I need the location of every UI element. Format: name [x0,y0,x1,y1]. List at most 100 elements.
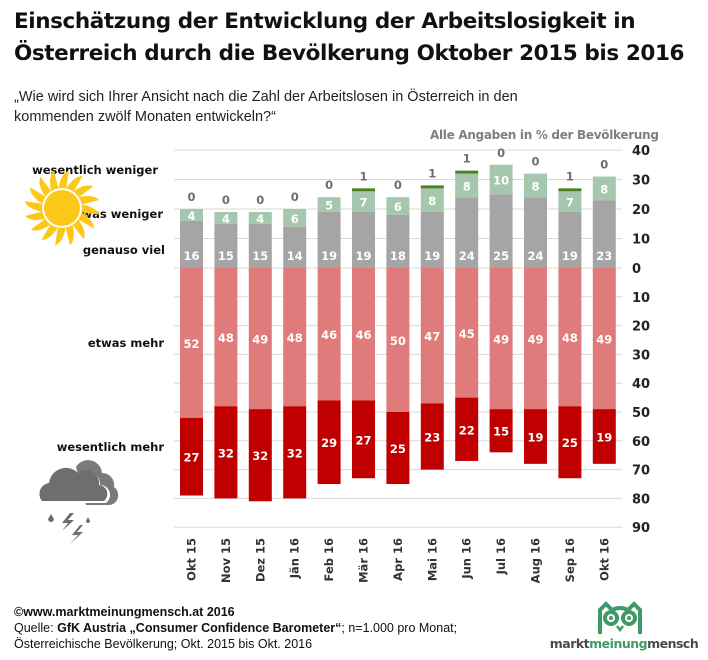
data-label: 6 [291,212,299,226]
bar-wesentlich-mehr [592,409,616,464]
data-label: 48 [562,331,578,345]
sun-ray [58,170,69,191]
sun-ray [76,195,100,205]
y-tick-label: 50 [632,406,650,421]
sun-ray [76,211,94,229]
y-tick-label: 70 [632,464,650,479]
data-label: 14 [287,249,303,263]
bar-genauso-viel [592,200,616,268]
data-label: 22 [459,423,475,437]
x-tick-label: Feb 16 [322,538,336,581]
sun-icon [24,170,100,246]
y-tick-label: 30 [632,174,650,189]
data-label: 10 [493,174,509,188]
bar-etwas-weniger [592,176,616,201]
y-tick-label: 20 [632,320,650,335]
data-label: 1 [566,169,574,183]
bar-genauso-viel [248,223,272,268]
data-label: 19 [321,249,337,263]
data-label: 24 [527,249,543,263]
bar-wesentlich-mehr [420,403,444,470]
data-label: 48 [287,331,303,345]
source-name: GfK Austria „Consumer Confidence Baromet… [57,621,342,635]
data-label: 25 [493,249,509,263]
chart-title: Einschätzung der Entwicklung der Arbeits… [14,6,704,70]
bar-genauso-viel [214,223,238,268]
data-label: 8 [600,182,608,196]
bar-genauso-viel [283,226,307,268]
data-label: 8 [463,179,471,193]
bar-genauso-viel [524,197,547,268]
sun-ray [65,222,75,246]
y-tick-label: 0 [632,262,641,277]
x-tick-label: Dez 15 [253,538,267,582]
data-label: 32 [287,446,303,460]
population-line: Österreichische Bevölkerung; Okt. 2015 b… [14,637,313,651]
survey-question-line-2: kommenden zwölf Monaten entwickeln?“ [14,109,276,125]
data-label: 15 [493,425,509,439]
y-tick-label: 60 [632,435,650,450]
bar-genauso-viel [180,220,203,268]
brand-name: marktmeinungmensch [540,636,708,651]
data-label: 0 [291,190,299,204]
data-label: 0 [394,178,402,192]
bar-genauso-viel [352,211,375,268]
data-label: 25 [562,436,578,450]
source-prefix: Quelle: [14,621,58,635]
data-label: 48 [218,331,234,345]
footer: ©www.marktmeinungmensch.at 2016 Quelle: … [14,604,457,652]
data-label: 47 [424,330,440,344]
x-axis: Okt 15 Nov 15 Dez 15 Jän 16 Feb 16 Mär 16 Apr … [185,538,612,583]
data-label: 5 [325,199,333,213]
bar-etwas-weniger [420,188,444,212]
legend-wesentlich-mehr: wesentlich mehr [57,440,165,454]
data-label: 8 [531,179,539,193]
bar-etwas-weniger [489,164,513,195]
data-labels: 1640522715404832154049321460483219504629… [183,146,612,465]
sun-ray [79,204,100,215]
data-label: 49 [493,333,509,347]
bar-wesentlich-mehr [180,417,203,496]
brand-part-3: mensch [647,636,699,651]
chart-title-line-1: Einschätzung der Entwicklung der Arbeits… [14,9,636,34]
bar-wesentlich-mehr [558,406,582,479]
data-label: 32 [252,449,268,463]
bar-genauso-viel [420,211,444,268]
bar-etwas-mehr [180,268,203,418]
bar-wesentlich-mehr [283,406,307,499]
source-line: Quelle: GfK Austria „Consumer Confidence… [14,620,457,636]
bar-wesentlich-mehr [489,409,513,453]
sun-ray [30,187,48,205]
bar-etwas-mehr [455,268,479,398]
data-label: 1 [428,166,436,180]
bar-genauso-viel [489,194,513,268]
bar-wesentlich-weniger [455,170,479,174]
bar-genauso-viel [317,211,341,268]
bar-wesentlich-mehr [352,400,375,479]
data-label: 1 [463,152,471,166]
legend-etwas-mehr: etwas mehr [88,336,164,350]
y-axis: 0 10 20 30 40 10 20 30 40 50 60 70 80 90 [632,144,650,536]
sun-ray [65,176,83,194]
bar-etwas-weniger [283,209,307,227]
x-tick-label: Okt 15 [185,538,199,581]
bar-genauso-viel [386,214,410,268]
copyright: ©www.marktmeinungmensch.at 2016 [14,605,235,619]
data-label: 52 [183,337,199,351]
bars [180,164,616,502]
x-tick-label: Sep 16 [563,538,577,582]
x-tick-label: Jun 16 [460,538,474,580]
data-label: 16 [183,249,199,263]
chart-title-line-2: Österreich durch die Bevölkerung Oktober… [14,41,685,66]
y-tick-label: 10 [632,233,650,248]
bar-etwas-weniger [180,209,203,221]
bar-etwas-mehr [214,268,238,407]
bar-etwas-mehr [352,268,375,401]
data-label: 19 [527,430,543,444]
data-label: 25 [390,442,406,456]
data-label: 7 [359,196,367,210]
x-tick-label: Aug 16 [529,538,543,583]
sun-ray [24,201,45,212]
x-tick-label: Mai 16 [425,538,439,581]
owl-icon [598,601,642,634]
